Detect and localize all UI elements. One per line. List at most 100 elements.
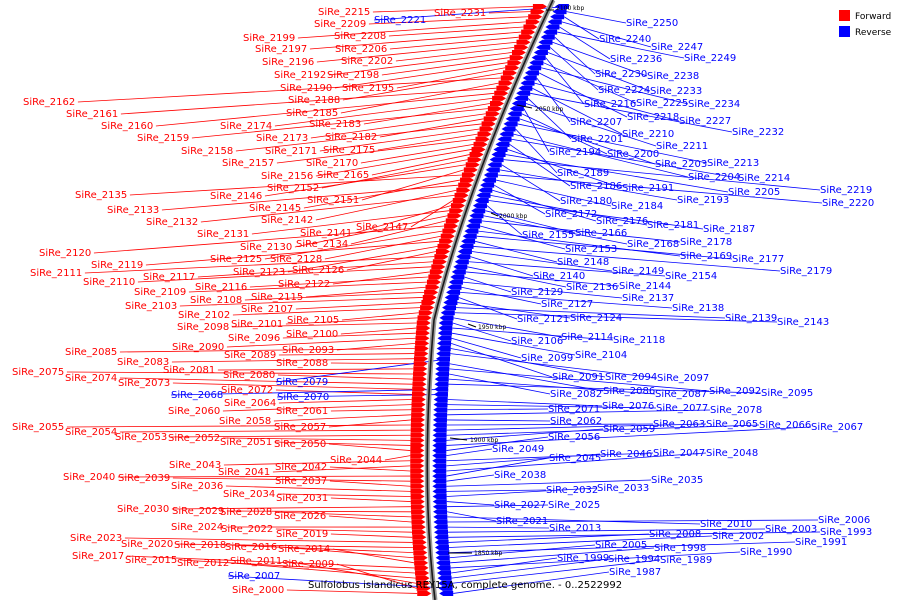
- reverse-gene-label[interactable]: SiRe_1991: [795, 537, 847, 548]
- forward-gene-label[interactable]: SiRe_2231: [434, 8, 486, 19]
- reverse-gene-label[interactable]: SiRe_2232: [732, 127, 784, 138]
- reverse-gene-label[interactable]: SiRe_2087: [655, 389, 707, 400]
- reverse-gene-label[interactable]: SiRe_2249: [684, 53, 736, 64]
- reverse-gene-label[interactable]: SiRe_2035: [651, 475, 703, 486]
- reverse-gene-label[interactable]: SiRe_2203: [655, 159, 707, 170]
- reverse-gene-label[interactable]: SiRe_2078: [710, 405, 762, 416]
- forward-gene-label[interactable]: SiRe_2052: [168, 433, 220, 444]
- reverse-gene-label[interactable]: SiRe_2068: [171, 390, 223, 401]
- forward-gene-label[interactable]: SiRe_2199: [243, 33, 295, 44]
- reverse-gene-label[interactable]: SiRe_2250: [626, 18, 678, 29]
- forward-gene-label[interactable]: SiRe_2093: [282, 345, 334, 356]
- reverse-gene-label[interactable]: SiRe_2032: [546, 485, 598, 496]
- forward-gene-label[interactable]: SiRe_2133: [107, 205, 159, 216]
- forward-gene-label[interactable]: SiRe_2182: [325, 132, 377, 143]
- forward-gene-label[interactable]: SiRe_2083: [117, 357, 169, 368]
- reverse-gene-label[interactable]: SiRe_2205: [728, 187, 780, 198]
- forward-gene-label[interactable]: SiRe_2037: [275, 476, 327, 487]
- forward-gene-label[interactable]: SiRe_2190: [280, 83, 332, 94]
- forward-gene-label[interactable]: SiRe_2197: [255, 44, 307, 55]
- forward-gene-label[interactable]: SiRe_2146: [210, 191, 262, 202]
- reverse-gene-label[interactable]: SiRe_2140: [533, 271, 585, 282]
- forward-gene-label[interactable]: SiRe_2111: [30, 268, 82, 279]
- reverse-gene-label[interactable]: SiRe_2048: [706, 448, 758, 459]
- reverse-gene-label[interactable]: SiRe_2005: [595, 540, 647, 551]
- reverse-gene-label[interactable]: SiRe_2148: [557, 257, 609, 268]
- forward-gene-label[interactable]: SiRe_2126: [292, 265, 344, 276]
- forward-gene-label[interactable]: SiRe_2100: [286, 329, 338, 340]
- forward-gene-label[interactable]: SiRe_2043: [169, 460, 221, 471]
- forward-gene-label[interactable]: SiRe_2075: [12, 367, 64, 378]
- forward-gene-label[interactable]: SiRe_2023: [70, 533, 122, 544]
- reverse-gene-label[interactable]: SiRe_2114: [561, 332, 613, 343]
- forward-gene-label[interactable]: SiRe_2029: [172, 506, 224, 517]
- reverse-gene-label[interactable]: SiRe_2194: [549, 147, 601, 158]
- forward-gene-label[interactable]: SiRe_2014: [278, 544, 330, 555]
- reverse-gene-label[interactable]: SiRe_2236: [610, 54, 662, 65]
- reverse-gene-label[interactable]: SiRe_2008: [649, 529, 701, 540]
- reverse-gene-label[interactable]: SiRe_2045: [549, 453, 601, 464]
- reverse-gene-label[interactable]: SiRe_2168: [627, 239, 679, 250]
- reverse-gene-label[interactable]: SiRe_2176: [596, 216, 648, 227]
- reverse-gene-label[interactable]: SiRe_1989: [660, 555, 712, 566]
- forward-gene-label[interactable]: SiRe_2101: [231, 319, 283, 330]
- reverse-gene-label[interactable]: SiRe_2095: [761, 388, 813, 399]
- reverse-gene-label[interactable]: SiRe_2221: [374, 15, 426, 26]
- forward-gene-label[interactable]: SiRe_2160: [101, 121, 153, 132]
- reverse-gene-label[interactable]: SiRe_2186: [570, 181, 622, 192]
- reverse-gene-label[interactable]: SiRe_2007: [228, 571, 280, 582]
- reverse-gene-label[interactable]: SiRe_2177: [732, 254, 784, 265]
- forward-gene-label[interactable]: SiRe_2102: [178, 310, 230, 321]
- reverse-gene-label[interactable]: SiRe_2071: [548, 404, 600, 415]
- reverse-gene-label[interactable]: SiRe_2002: [712, 531, 764, 542]
- forward-gene-label[interactable]: SiRe_2081: [163, 365, 215, 376]
- reverse-gene-label[interactable]: SiRe_2086: [603, 386, 655, 397]
- reverse-gene-label[interactable]: SiRe_2139: [725, 313, 777, 324]
- forward-gene-label[interactable]: SiRe_2141: [300, 228, 352, 239]
- reverse-gene-label[interactable]: SiRe_2062: [550, 416, 602, 427]
- reverse-gene-label[interactable]: SiRe_2181: [647, 220, 699, 231]
- reverse-gene-label[interactable]: SiRe_2240: [599, 34, 651, 45]
- forward-gene-label[interactable]: SiRe_2061: [276, 406, 328, 417]
- reverse-gene-label[interactable]: SiRe_1987: [609, 567, 661, 578]
- reverse-gene-label[interactable]: SiRe_2227: [679, 116, 731, 127]
- reverse-gene-label[interactable]: SiRe_2153: [565, 244, 617, 255]
- forward-gene-label[interactable]: SiRe_2011: [230, 556, 282, 567]
- reverse-gene-label[interactable]: SiRe_1994: [608, 554, 660, 565]
- forward-gene-label[interactable]: SiRe_2098: [177, 322, 229, 333]
- forward-gene-label[interactable]: SiRe_2117: [143, 272, 195, 283]
- reverse-gene-label[interactable]: SiRe_2166: [575, 228, 627, 239]
- forward-gene-label[interactable]: SiRe_2090: [172, 342, 224, 353]
- reverse-gene-label[interactable]: SiRe_2172: [545, 209, 597, 220]
- reverse-gene-label[interactable]: SiRe_2211: [656, 141, 708, 152]
- forward-gene-label[interactable]: SiRe_2151: [307, 195, 359, 206]
- forward-gene-label[interactable]: SiRe_2051: [220, 437, 272, 448]
- forward-gene-label[interactable]: SiRe_2159: [137, 133, 189, 144]
- reverse-gene-label[interactable]: SiRe_2225: [636, 98, 688, 109]
- reverse-gene-label[interactable]: SiRe_2067: [811, 422, 863, 433]
- forward-gene-label[interactable]: SiRe_2209: [314, 19, 366, 30]
- reverse-gene-label[interactable]: SiRe_2154: [665, 271, 717, 282]
- forward-gene-label[interactable]: SiRe_2125: [210, 254, 262, 265]
- forward-gene-label[interactable]: SiRe_2044: [330, 455, 382, 466]
- forward-gene-label[interactable]: SiRe_2072: [221, 385, 273, 396]
- forward-gene-label[interactable]: SiRe_2050: [274, 439, 326, 450]
- forward-gene-label[interactable]: SiRe_2040: [63, 472, 115, 483]
- forward-gene-label[interactable]: SiRe_2145: [249, 203, 301, 214]
- forward-gene-label[interactable]: SiRe_2020: [121, 539, 173, 550]
- forward-gene-label[interactable]: SiRe_2017: [72, 551, 124, 562]
- reverse-gene-label[interactable]: SiRe_2200: [607, 149, 659, 160]
- forward-gene-label[interactable]: SiRe_2073: [118, 378, 170, 389]
- forward-gene-label[interactable]: SiRe_2183: [309, 119, 361, 130]
- reverse-gene-label[interactable]: SiRe_2049: [492, 444, 544, 455]
- reverse-gene-label[interactable]: SiRe_2025: [548, 500, 600, 511]
- forward-gene-label[interactable]: SiRe_2080: [223, 370, 275, 381]
- reverse-gene-label[interactable]: SiRe_2136: [566, 282, 618, 293]
- reverse-gene-label[interactable]: SiRe_2238: [647, 71, 699, 82]
- forward-gene-label[interactable]: SiRe_2120: [39, 248, 91, 259]
- reverse-gene-label[interactable]: SiRe_2021: [496, 516, 548, 527]
- forward-gene-label[interactable]: SiRe_2103: [125, 301, 177, 312]
- forward-gene-label[interactable]: SiRe_2130: [240, 242, 292, 253]
- reverse-gene-label[interactable]: SiRe_2149: [612, 266, 664, 277]
- reverse-gene-label[interactable]: SiRe_2216: [584, 99, 636, 110]
